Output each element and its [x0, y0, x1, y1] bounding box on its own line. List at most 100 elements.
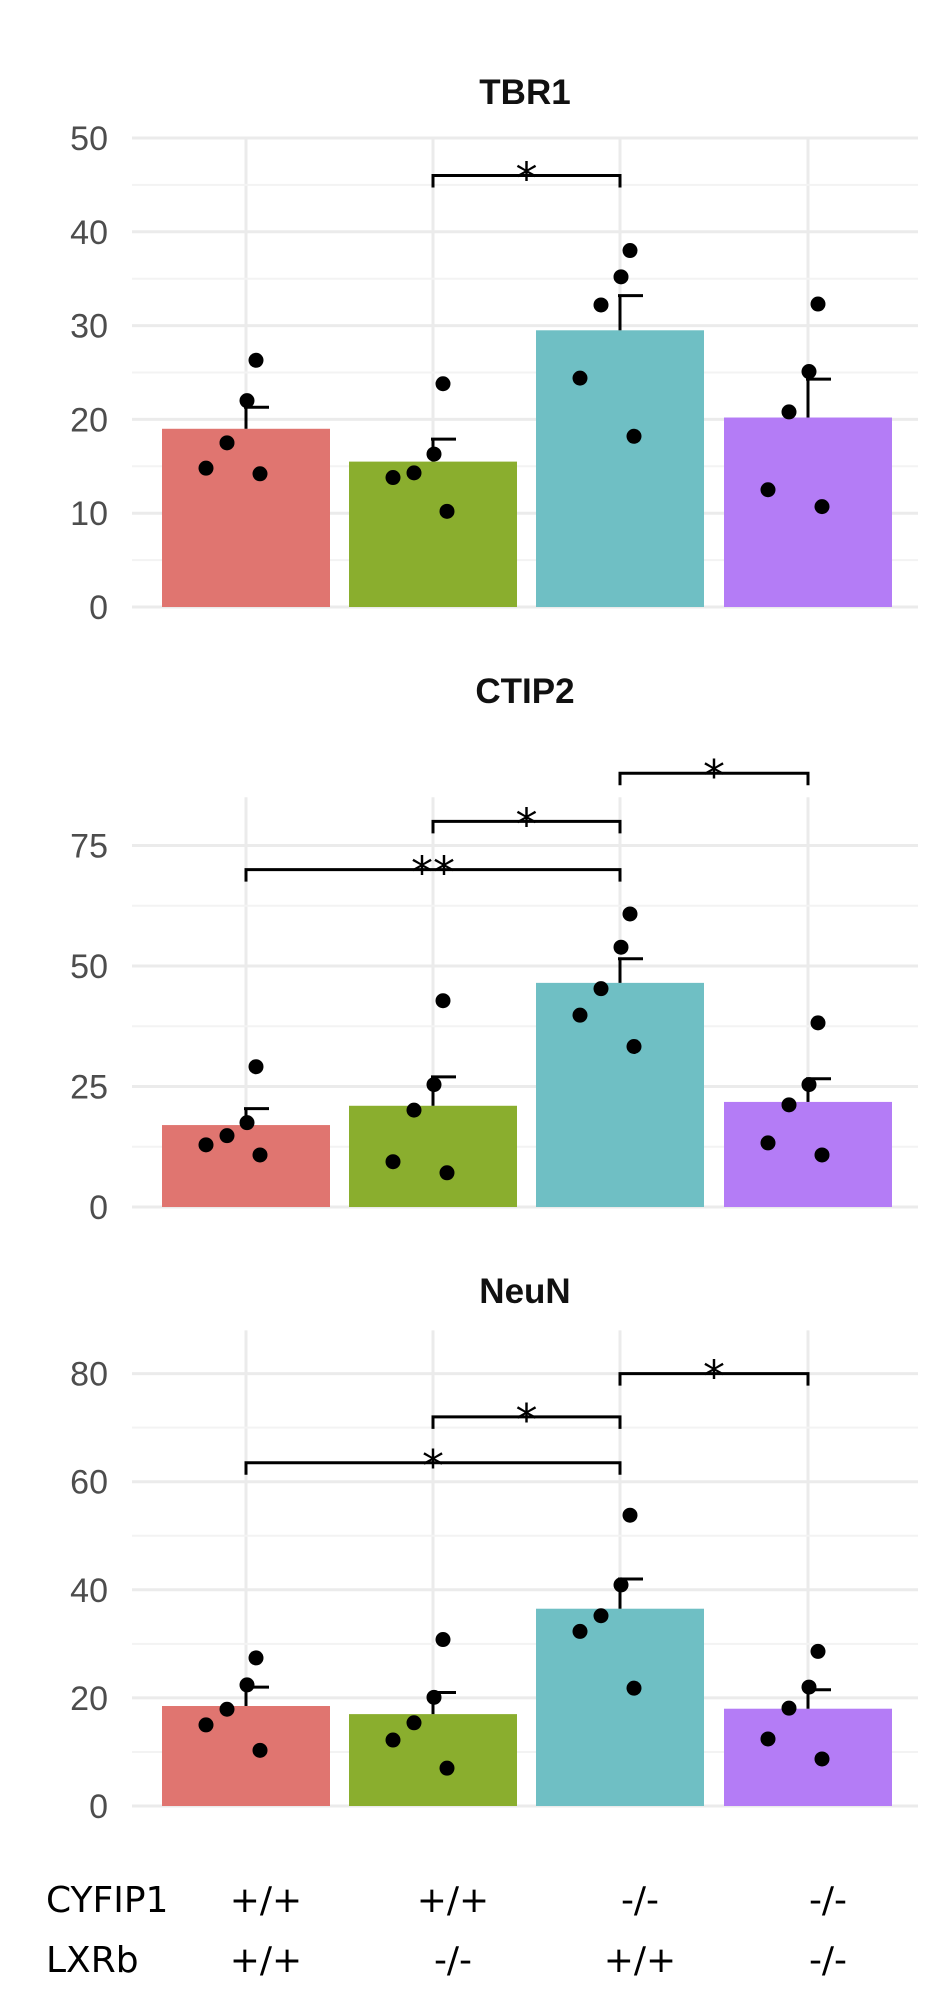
- y-tick-label: 10: [70, 495, 108, 533]
- data-point: [239, 1115, 255, 1131]
- data-point: [593, 297, 609, 313]
- significance-bracket: [244, 1461, 622, 1475]
- genotype-label: -/-: [621, 1880, 659, 1921]
- data-point: [406, 465, 422, 481]
- y-tick-label: 40: [70, 1572, 108, 1610]
- data-point: [593, 981, 609, 997]
- data-point: [435, 376, 451, 392]
- y-tick-label: 40: [70, 214, 108, 252]
- data-point: [760, 1731, 776, 1747]
- panel-title: CTIP2: [475, 672, 574, 711]
- data-point: [613, 939, 629, 955]
- bar: [536, 330, 704, 607]
- data-point: [252, 1147, 268, 1163]
- data-point: [248, 1059, 264, 1075]
- bar: [162, 1125, 330, 1207]
- data-point: [426, 1077, 442, 1093]
- y-tick-label: 60: [70, 1464, 108, 1502]
- genotype-label: +/+: [604, 1940, 676, 1981]
- data-point: [801, 364, 817, 380]
- data-point: [810, 1015, 826, 1031]
- data-point: [801, 1679, 817, 1695]
- bar: [724, 417, 892, 607]
- panel-neun: 0 20 40 60 80 NeuN * * *: [70, 1272, 918, 1826]
- data-point: [385, 1732, 401, 1748]
- significance-label: *: [703, 1352, 725, 1403]
- data-point: [198, 1137, 214, 1153]
- data-point: [406, 1715, 422, 1731]
- y-tick-label: 25: [70, 1069, 108, 1107]
- y-tick-label: 20: [70, 401, 108, 439]
- genotype-label: +/+: [417, 1880, 489, 1921]
- data-point: [613, 269, 629, 285]
- y-tick-label: 0: [89, 1788, 108, 1826]
- panel-tbr1: 0 10 20 30 40 50 TBR1 *: [70, 73, 918, 627]
- data-point: [385, 470, 401, 486]
- data-point: [219, 435, 235, 451]
- data-point: [198, 460, 214, 476]
- bar: [349, 461, 517, 607]
- data-point: [626, 1038, 642, 1054]
- data-point: [248, 352, 264, 368]
- y-tick-label: 0: [89, 589, 108, 627]
- panel-title: NeuN: [479, 1272, 570, 1311]
- significance-label: *: [516, 1395, 538, 1446]
- significance-label: *: [422, 1441, 444, 1492]
- genotype-table: CYFIP1 +/+ +/+ -/- -/- LXRb +/+ -/- +/+ -/-: [46, 1880, 847, 1981]
- data-point: [814, 499, 830, 515]
- genotype-label: +/+: [230, 1880, 302, 1921]
- data-point: [593, 1608, 609, 1624]
- data-point: [219, 1128, 235, 1144]
- data-point: [781, 1097, 797, 1113]
- data-point: [810, 1643, 826, 1659]
- significance-label: **: [411, 848, 455, 899]
- gene-label: CYFIP1: [46, 1880, 168, 1921]
- data-point: [385, 1154, 401, 1170]
- data-point: [572, 370, 588, 386]
- data-point: [406, 1102, 422, 1118]
- data-point: [810, 296, 826, 312]
- data-point: [239, 393, 255, 409]
- data-point: [622, 1507, 638, 1523]
- bar: [162, 1706, 330, 1806]
- genotype-label: -/-: [809, 1880, 847, 1921]
- y-tick-label: 50: [70, 120, 108, 158]
- bar: [349, 1714, 517, 1806]
- data-point: [622, 243, 638, 259]
- bar: [724, 1101, 892, 1207]
- y-tick-label: 80: [70, 1356, 108, 1394]
- y-tick-label: 0: [89, 1189, 108, 1227]
- y-tick-label: 20: [70, 1680, 108, 1718]
- y-tick-label: 50: [70, 948, 108, 986]
- data-point: [426, 446, 442, 462]
- panel-title: TBR1: [479, 73, 570, 112]
- gene-label: LXRb: [46, 1940, 139, 1981]
- data-point: [252, 466, 268, 482]
- significance-bracket: [431, 819, 622, 834]
- data-point: [435, 1632, 451, 1648]
- bar: [162, 428, 330, 607]
- significance-label: *: [703, 751, 725, 802]
- genotype-label: -/-: [809, 1940, 847, 1981]
- data-point: [622, 906, 638, 922]
- data-point: [613, 1577, 629, 1593]
- data-point: [760, 482, 776, 498]
- data-point: [572, 1007, 588, 1023]
- significance-bracket: [618, 1372, 810, 1386]
- data-point: [239, 1677, 255, 1693]
- data-point: [248, 1650, 264, 1666]
- significance-bracket: [244, 868, 622, 882]
- data-point: [626, 428, 642, 444]
- data-point: [801, 1077, 817, 1093]
- bar: [536, 1608, 704, 1806]
- genotype-label: +/+: [230, 1940, 302, 1981]
- data-point: [439, 1760, 455, 1776]
- data-point: [439, 503, 455, 519]
- significance-label: *: [516, 154, 538, 205]
- data-point: [198, 1717, 214, 1733]
- data-point: [814, 1147, 830, 1163]
- significance-bracket: [618, 771, 810, 786]
- genotype-label: -/-: [434, 1940, 472, 1981]
